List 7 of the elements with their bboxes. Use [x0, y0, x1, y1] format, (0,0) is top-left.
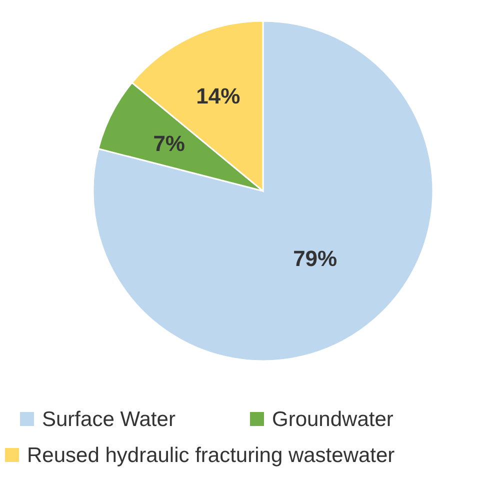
- legend-label: Groundwater: [272, 408, 394, 431]
- data-label: 14%: [196, 84, 240, 109]
- legend-label: Reused hydraulic fracturing wastewater: [27, 444, 395, 467]
- pie-slice: [92, 20, 434, 362]
- data-label: 79%: [293, 246, 338, 272]
- data-label: 7%: [153, 131, 185, 156]
- legend-label: Surface Water: [42, 408, 176, 431]
